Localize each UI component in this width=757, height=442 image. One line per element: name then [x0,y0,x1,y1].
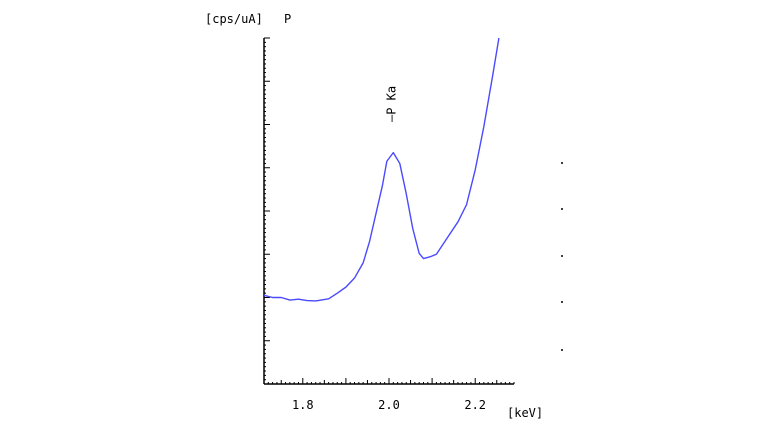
x-axis-label: [keV] [507,406,543,420]
series-line-0 [263,37,500,302]
side-dot [561,208,563,210]
side-dot [561,255,563,257]
x-axis: 1.8 2.0 2.2 [263,378,515,412]
side-dot [561,301,563,303]
x-tick-label: 1.8 [292,398,314,412]
y-axis-label: [cps/uA] [205,12,263,26]
annotation-group: —P Ka [384,86,398,122]
series-group [263,37,500,302]
side-dot [561,349,563,351]
side-dot [561,162,563,164]
x-tick-label: 2.0 [378,398,400,412]
x-tick-label: 2.2 [464,398,486,412]
side-dots [561,162,563,351]
element-label: P [284,12,291,26]
y-axis [263,37,270,385]
peak-annotation: —P Ka [384,86,398,122]
